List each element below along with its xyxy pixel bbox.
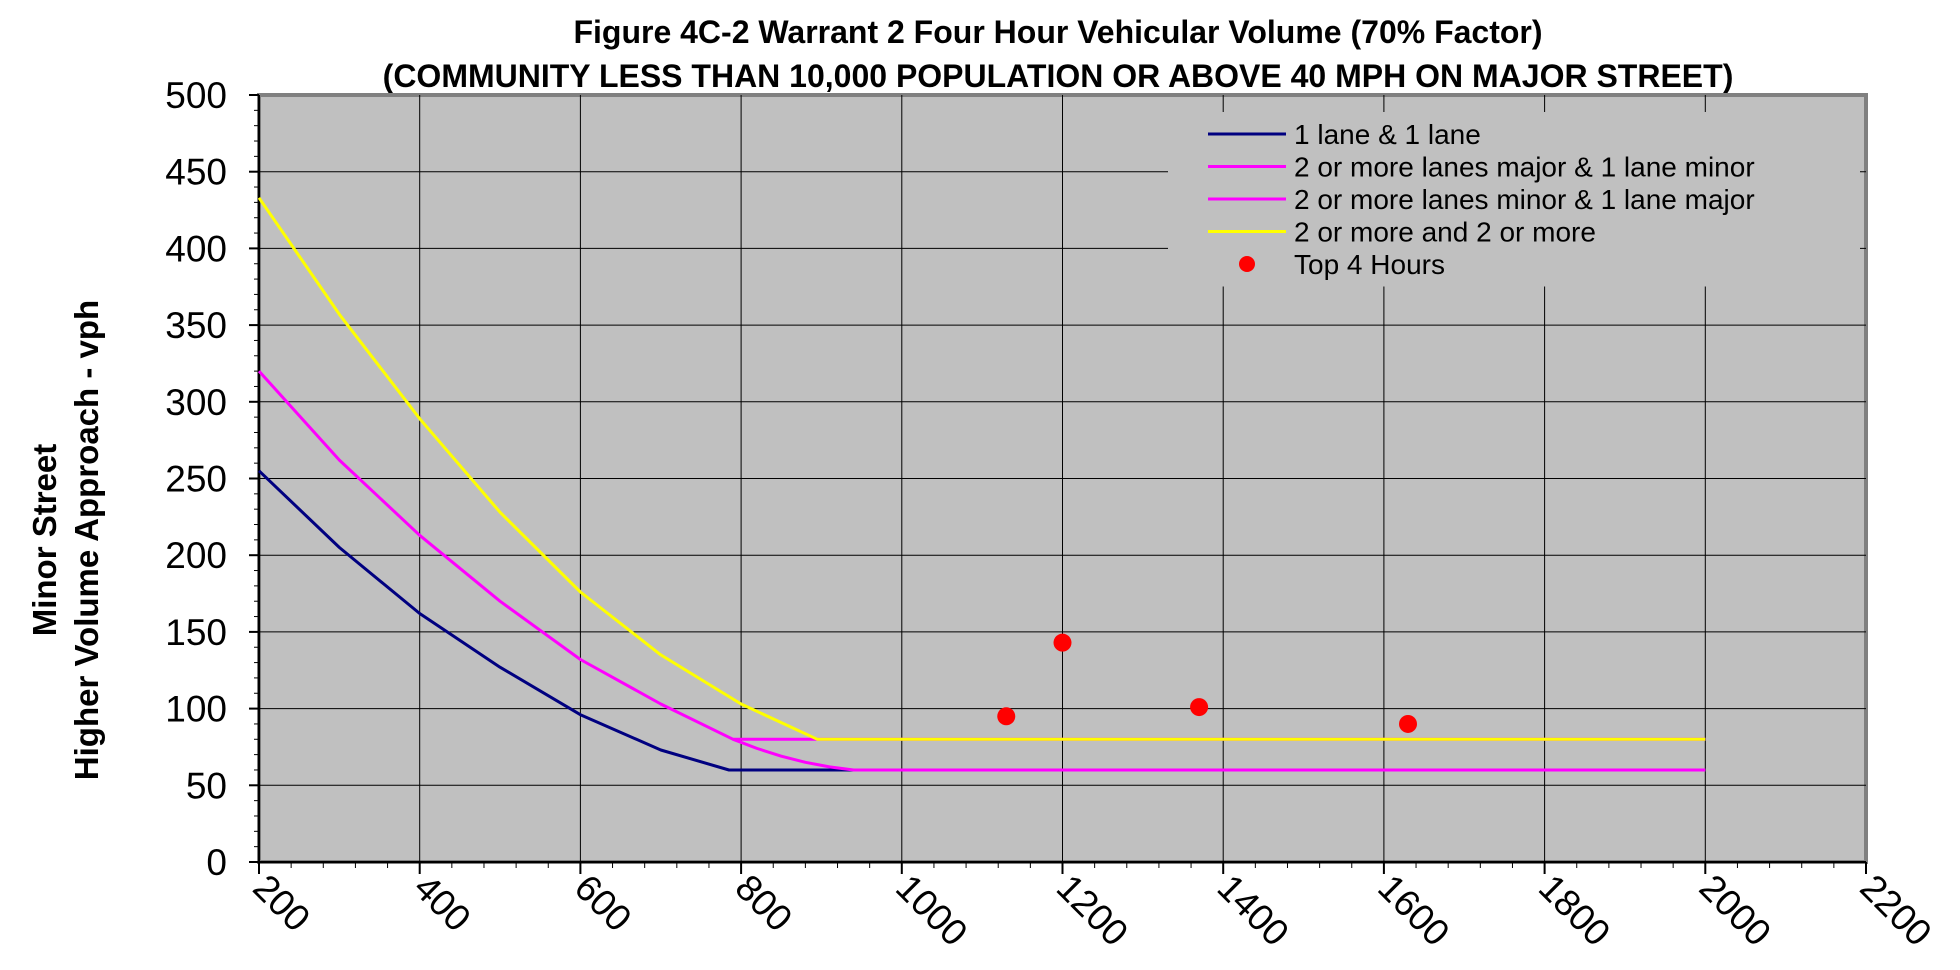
legend-label: 1 lane & 1 lane — [1294, 119, 1481, 150]
plot-area: 0 50 100 150 200 250 300 350 400 450 500 200 400 600 8… — [165, 75, 1939, 954]
x-tick-label: 1000 — [888, 867, 975, 954]
series-line-2 — [257, 370, 1706, 741]
x-tick-label: 1400 — [1210, 867, 1297, 954]
x-tick-label: 2200 — [1852, 867, 1939, 954]
y-tick-label: 100 — [165, 689, 227, 730]
y-tick-label: 350 — [165, 305, 227, 346]
legend-label: Top 4 Hours — [1294, 249, 1445, 280]
data-point — [1399, 714, 1418, 733]
y-tick-label: 250 — [165, 459, 227, 500]
legend-label: 2 or more lanes major & 1 lane minor — [1294, 152, 1755, 183]
y-tick-label: 200 — [165, 535, 227, 576]
x-tick-label: 800 — [727, 867, 800, 940]
legend-label: 2 or more lanes minor & 1 lane major — [1294, 184, 1755, 215]
y-tick-label: 450 — [165, 152, 227, 193]
data-point — [997, 707, 1016, 726]
x-tick-label: 200 — [245, 867, 318, 940]
y-tick-label: 500 — [165, 75, 227, 116]
chart-subtitle: (COMMUNITY LESS THAN 10,000 POPULATION O… — [383, 58, 1734, 94]
x-tick-label: 1200 — [1049, 867, 1136, 954]
chart-title: Figure 4C-2 Warrant 2 Four Hour Vehicula… — [573, 14, 1542, 50]
legend-label: 2 or more and 2 or more — [1294, 217, 1596, 248]
y-tick-label: 150 — [165, 612, 227, 653]
x-tick-label: 400 — [406, 867, 479, 940]
series-line-4 — [257, 196, 1706, 741]
data-point — [1190, 698, 1209, 717]
y-tick-label: 50 — [186, 765, 227, 806]
y-axis-label-line-1: Minor Street — [26, 444, 63, 637]
series-line-3 — [732, 737, 1706, 772]
y-tick-label: 300 — [165, 382, 227, 423]
y-tick-label: 0 — [206, 842, 227, 883]
y-tick-label: 400 — [165, 228, 227, 269]
x-tick-label: 2000 — [1692, 867, 1779, 954]
x-tick-label: 1800 — [1531, 867, 1618, 954]
x-tick-label: 600 — [567, 867, 640, 940]
x-tick-label: 1600 — [1370, 867, 1457, 954]
data-point — [1053, 633, 1072, 652]
y-axis-label-line-2: Higher Volume Approach - vph — [68, 300, 105, 780]
legend-swatch-marker — [1239, 256, 1255, 272]
